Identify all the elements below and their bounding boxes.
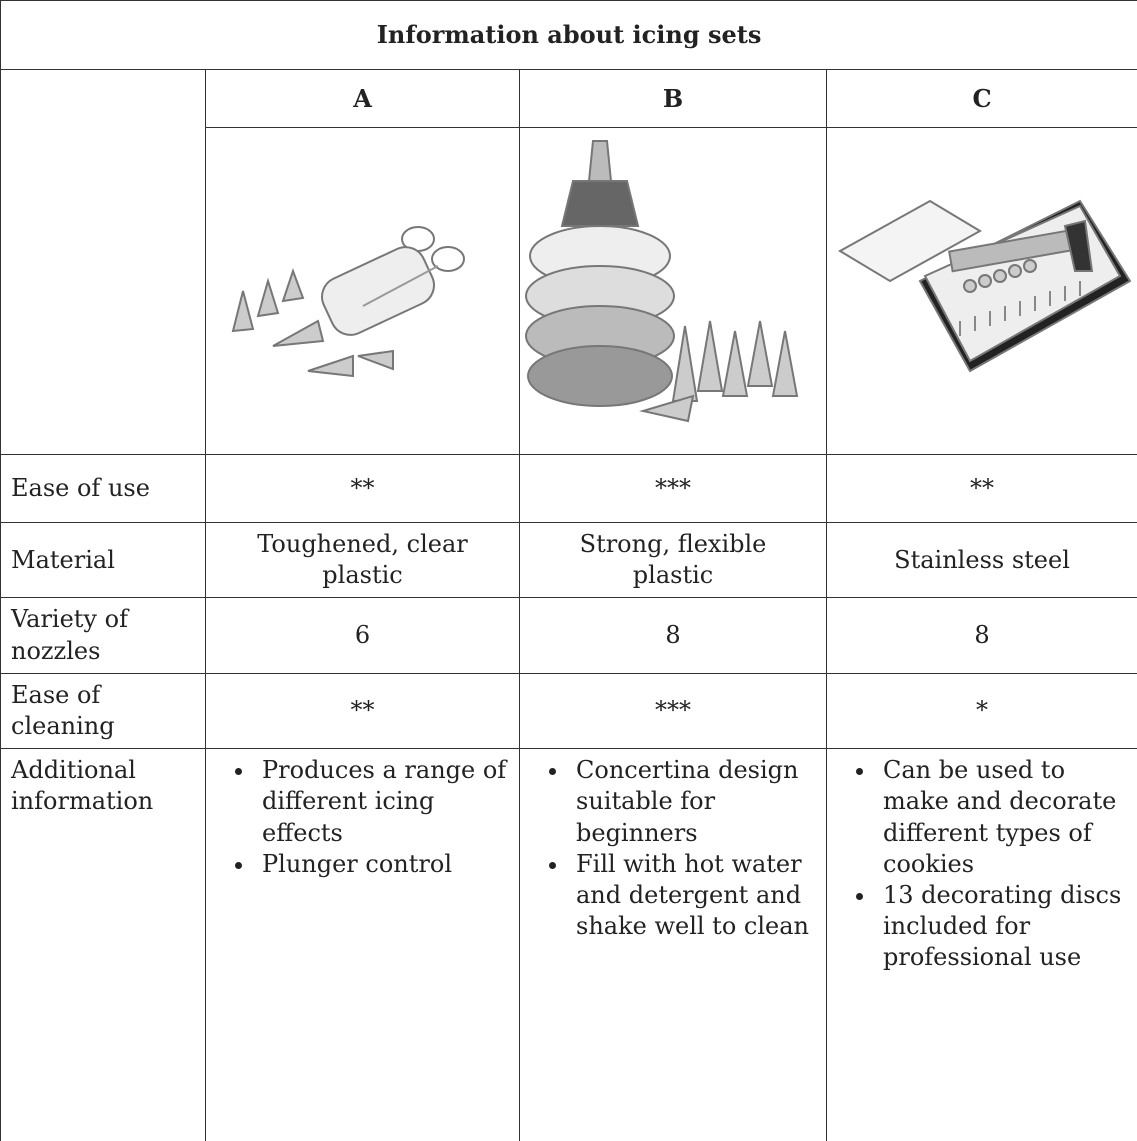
bullet-list: Produces a range of different icing effe… [216,755,509,880]
value-cell: * [827,673,1137,748]
table-row: Ease of cleaning****** [1,673,1137,748]
bullet-item: Plunger control [256,849,509,880]
cell-text: ** [862,473,1102,504]
value-cell: 8 [827,598,1137,673]
bullet-list: Can be used to make and decorate differe… [837,755,1127,973]
value-cell: Strong, flexible plastic [520,523,827,598]
cell-text: * [862,695,1102,726]
cell-text: ** [243,695,483,726]
table-row: Ease of use******* [1,455,1137,523]
table-row: Material Toughened, clear plastic Strong, … [1,523,1137,598]
column-header: B [520,70,827,128]
value-cell: 6 [206,598,520,673]
value-cell: ** [206,673,520,748]
cell-text: *** [553,473,793,504]
bullet-item: 13 decorating discs included for profess… [877,880,1127,974]
icing-bottle-image [523,131,823,451]
column-header: C [827,70,1137,128]
value-cell: ** [206,455,520,523]
table-row: Additional information Produces a range o… [1,749,1137,1141]
cell-text: Stainless steel [862,545,1102,576]
row-label: Ease of cleaning [1,673,206,748]
cell-text: Strong, flexible plastic [553,529,793,591]
image-cell [206,128,520,455]
row-label: Material [1,523,206,598]
bullet-item: Concertina design suitable for beginners [570,755,816,849]
image-cell [827,128,1137,455]
row-label: Additional information [1,749,206,1141]
bullet-item: Produces a range of different icing effe… [256,755,509,849]
bullet-item: Fill with hot water and detergent and sh… [570,849,816,943]
bullet-item: Can be used to make and decorate differe… [877,755,1127,880]
header-row: A B C [1,70,1137,128]
value-cell: Can be used to make and decorate differe… [827,749,1137,1141]
cell-text: 8 [862,620,1102,651]
value-cell: ** [827,455,1137,523]
icing-syringe-image [213,131,513,451]
bullet-list: Concertina design suitable for beginners… [530,755,816,942]
cell-text: Toughened, clear plastic [243,529,483,591]
table-row: Variety of nozzles 6 8 8 [1,598,1137,673]
column-header: A [206,70,520,128]
cell-text: 8 [553,620,793,651]
cookie-press-image [830,131,1135,451]
title-row: Information about icing sets [1,1,1137,70]
value-cell: *** [520,673,827,748]
value-cell: Produces a range of different icing effe… [206,749,520,1141]
cell-text: *** [553,695,793,726]
value-cell: Stainless steel [827,523,1137,598]
cell-text: 6 [243,620,483,651]
value-cell: *** [520,455,827,523]
row-label: Ease of use [1,455,206,523]
empty-cell [1,70,206,455]
value-cell: Concertina design suitable for beginners… [520,749,827,1141]
value-cell: 8 [520,598,827,673]
image-cell [520,128,827,455]
table-title: Information about icing sets [1,1,1137,70]
value-cell: Toughened, clear plastic [206,523,520,598]
row-label: Variety of nozzles [1,598,206,673]
cell-text: ** [243,473,483,504]
